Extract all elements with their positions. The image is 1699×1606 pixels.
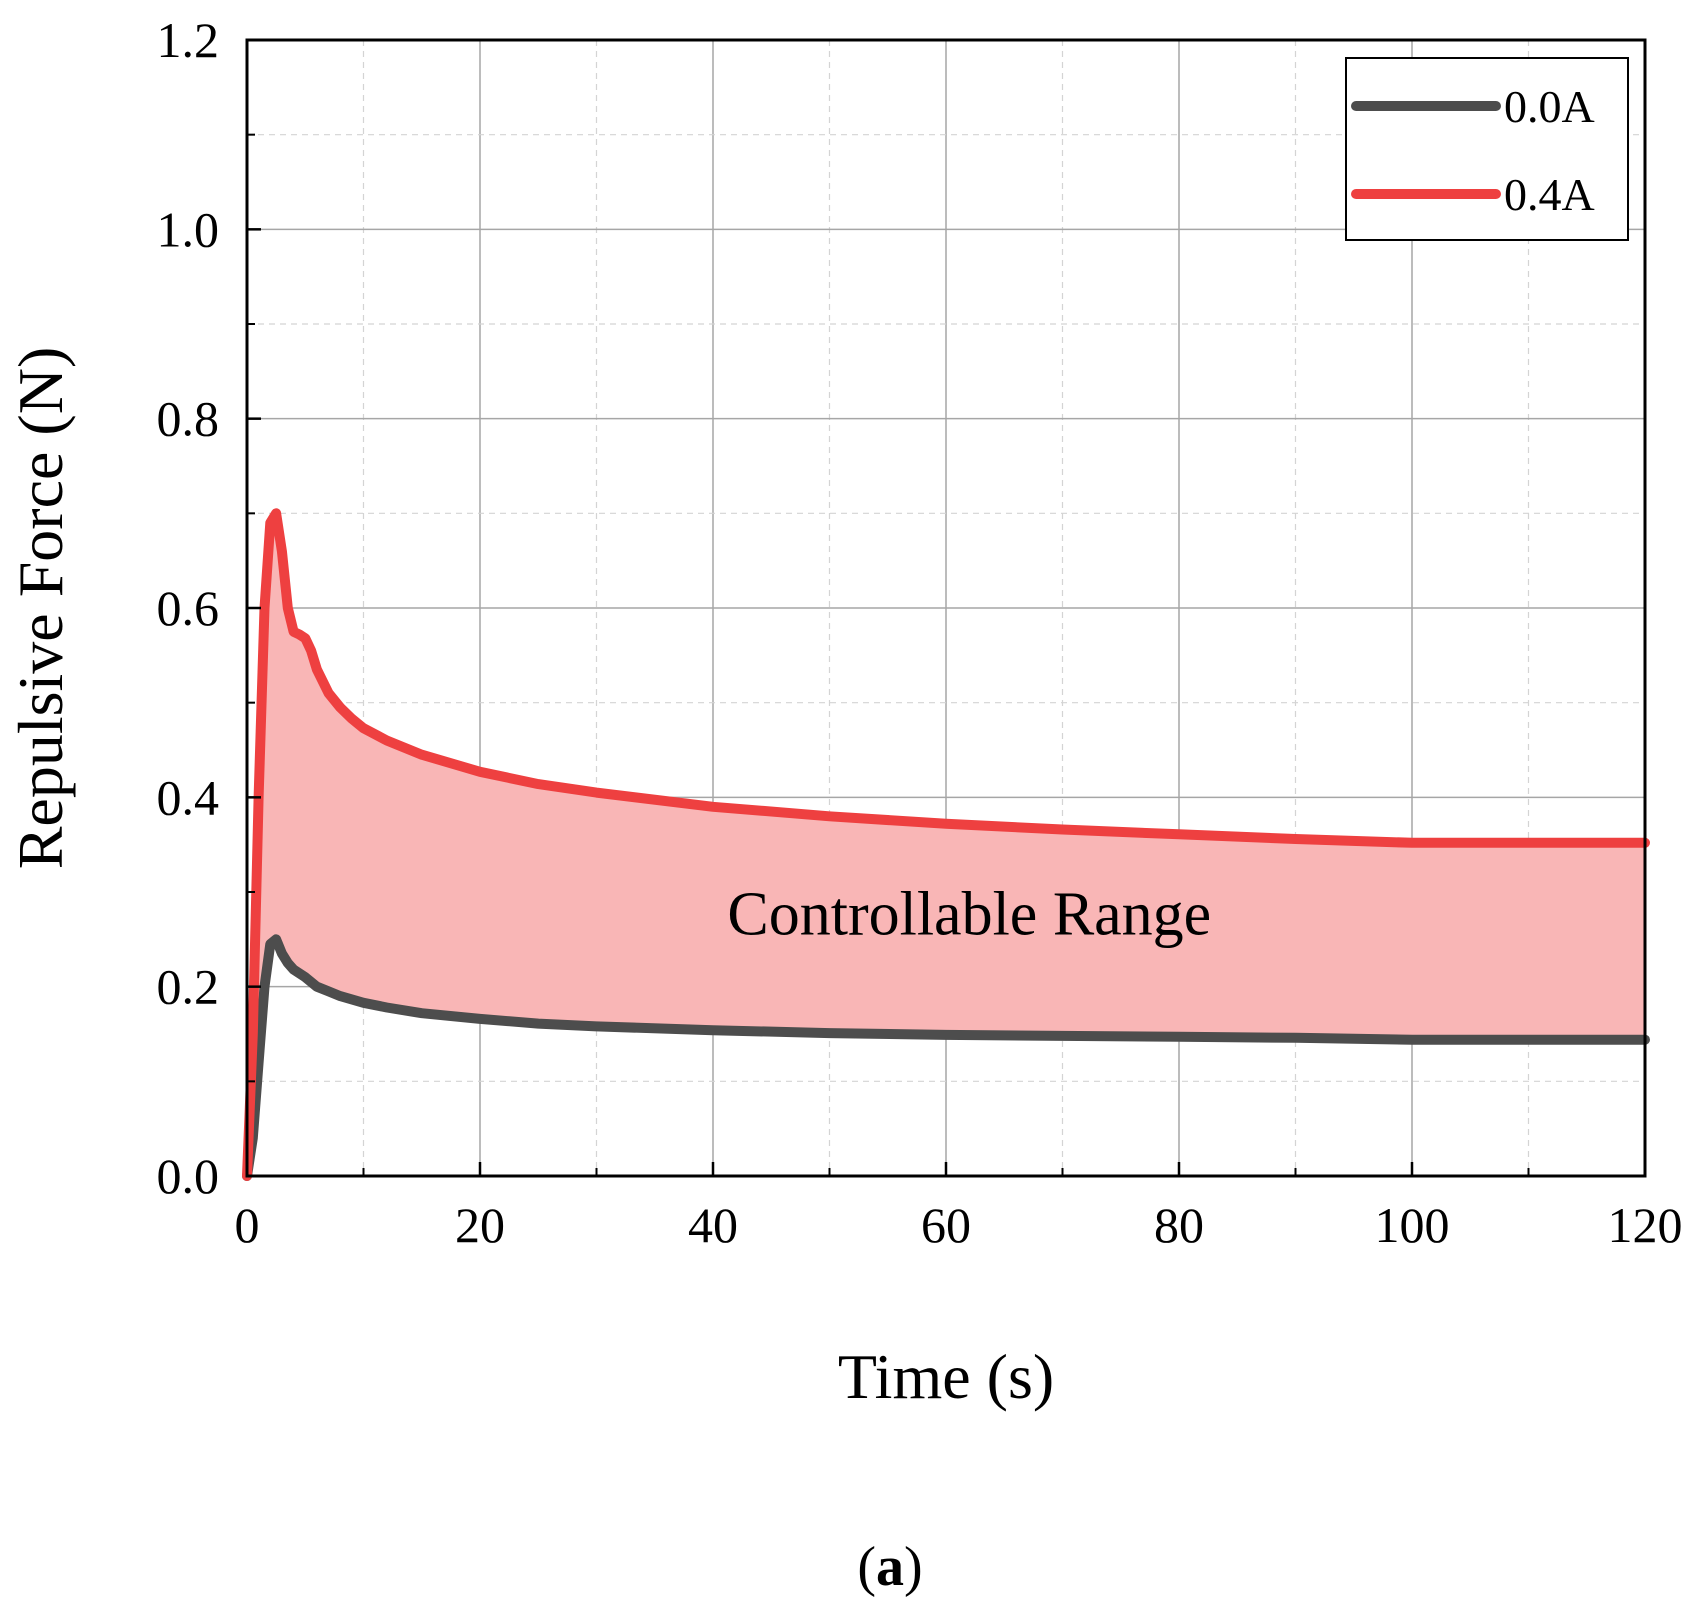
y-tick-label: 0.0 bbox=[157, 1148, 220, 1204]
legend-label-0-0a: 0.0A bbox=[1504, 81, 1595, 132]
legend-box bbox=[1345, 57, 1629, 241]
x-axis-title: Time (s) bbox=[838, 1341, 1054, 1412]
x-tick-label: 40 bbox=[688, 1197, 738, 1253]
y-tick-label: 1.0 bbox=[157, 201, 220, 257]
x-tick-label: 80 bbox=[1154, 1197, 1204, 1253]
series-group bbox=[242, 508, 1650, 1181]
y-tick-label: 1.2 bbox=[157, 12, 220, 68]
legend: 0.0A 0.4A bbox=[1345, 57, 1629, 241]
controllable-range-fill-group bbox=[247, 513, 1645, 1176]
panel-label-close: ) bbox=[904, 1536, 923, 1598]
y-axis-title: Repulsive Force (N) bbox=[5, 347, 76, 870]
tick-labels: 0 20 40 60 80 100 120 0.0 0.2 0.4 0.6 0.8 1.0 1.2 bbox=[157, 12, 1683, 1253]
x-tick-label: 0 bbox=[235, 1197, 260, 1253]
x-tick-label: 120 bbox=[1608, 1197, 1683, 1253]
y-tick-label: 0.2 bbox=[157, 959, 220, 1015]
x-tick-label: 100 bbox=[1375, 1197, 1450, 1253]
controllable-range-fill bbox=[247, 513, 1645, 1176]
y-tick-label: 0.8 bbox=[157, 391, 220, 447]
series-line-0-0a bbox=[242, 934, 1650, 1181]
panel-label-letter: a bbox=[876, 1536, 904, 1598]
panel-label: (a) bbox=[857, 1536, 922, 1598]
axis-ticks bbox=[245, 38, 1647, 1178]
panel-label-open: ( bbox=[857, 1536, 876, 1598]
legend-label-0-4a: 0.4A bbox=[1504, 169, 1595, 220]
x-tick-label: 20 bbox=[455, 1197, 505, 1253]
series-line-0-4a bbox=[242, 508, 1650, 1181]
controllable-range-annotation: Controllable Range bbox=[727, 881, 1211, 949]
y-tick-label: 0.6 bbox=[157, 580, 220, 636]
y-tick-label: 0.4 bbox=[157, 769, 220, 825]
x-tick-label: 60 bbox=[921, 1197, 971, 1253]
